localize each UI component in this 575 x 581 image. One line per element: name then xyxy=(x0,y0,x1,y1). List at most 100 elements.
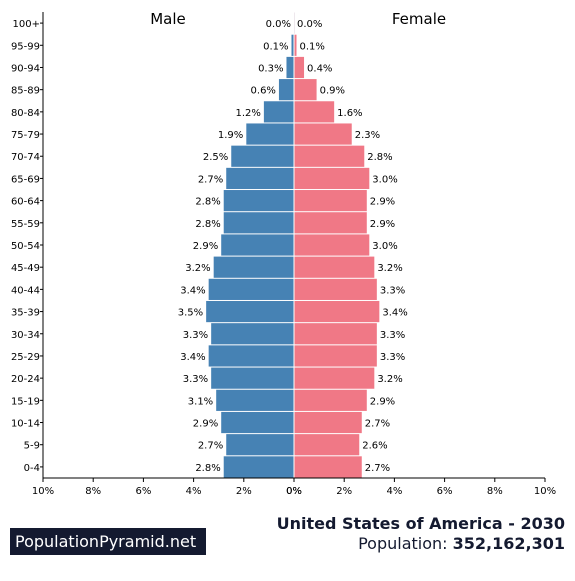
age-group-label: 60-64 xyxy=(11,197,40,208)
x-tick-label: 2% xyxy=(336,486,352,497)
age-group-label: 85-89 xyxy=(11,86,40,97)
female-bar-90-94 xyxy=(294,56,305,79)
male-value-label: 1.9% xyxy=(218,130,243,141)
female-value-label: 0.1% xyxy=(300,41,325,52)
female-value-label: 3.0% xyxy=(372,241,397,252)
female-value-label: 2.6% xyxy=(362,441,387,452)
age-group-label: 75-79 xyxy=(11,130,40,141)
female-bar-40-44 xyxy=(294,278,377,300)
male-value-label: 3.2% xyxy=(185,263,210,274)
male-value-label: 1.2% xyxy=(235,108,260,119)
male-bar-65-69 xyxy=(226,167,294,190)
male-bar-40-44 xyxy=(208,278,294,300)
chart-caption: United States of America - 2030 Populati… xyxy=(277,514,565,554)
male-value-label: 2.9% xyxy=(193,419,218,430)
age-group-label: 35-39 xyxy=(11,308,40,319)
male-bar-50-54 xyxy=(221,234,294,256)
population-label: Population: xyxy=(358,534,453,553)
female-value-label: 0.0% xyxy=(297,19,322,30)
x-tick-label: 4% xyxy=(186,486,202,497)
male-bar-30-34 xyxy=(211,323,294,345)
male-value-label: 3.5% xyxy=(178,308,203,319)
x-tick-label: 0% xyxy=(286,486,302,497)
population-value: 352,162,301 xyxy=(452,534,565,553)
female-value-label: 2.9% xyxy=(370,219,395,230)
age-group-label: 50-54 xyxy=(11,241,40,252)
age-group-label: 100+ xyxy=(13,19,40,30)
female-value-label: 3.3% xyxy=(380,285,405,296)
age-group-label: 70-74 xyxy=(11,152,40,163)
age-group-label: 20-24 xyxy=(11,374,40,385)
age-group-label: 95-99 xyxy=(11,41,40,52)
age-group-label: 30-34 xyxy=(11,330,40,341)
male-value-label: 2.8% xyxy=(195,197,220,208)
female-value-label: 1.6% xyxy=(337,108,362,119)
female-bar-30-34 xyxy=(294,323,377,345)
male-bar-60-64 xyxy=(223,190,294,212)
female-value-label: 2.7% xyxy=(365,463,390,474)
female-value-label: 2.9% xyxy=(370,396,395,407)
female-value-label: 3.2% xyxy=(377,374,402,385)
female-value-label: 0.9% xyxy=(320,86,345,97)
x-tick-label: 0% xyxy=(286,486,302,497)
female-header-label: Female xyxy=(392,10,446,28)
female-value-label: 0.4% xyxy=(307,63,332,74)
female-bar-5-9 xyxy=(294,434,360,456)
x-tick-label: 10% xyxy=(534,486,556,497)
age-group-label: 65-69 xyxy=(11,174,40,185)
male-bar-15-19 xyxy=(216,389,294,411)
female-bar-80-84 xyxy=(294,101,335,123)
male-bar-90-94 xyxy=(286,56,294,79)
x-tick-label: 4% xyxy=(386,486,402,497)
male-value-label: 2.8% xyxy=(195,463,220,474)
population-total: Population: 352,162,301 xyxy=(277,534,565,554)
x-tick-label: 8% xyxy=(85,486,101,497)
male-bar-55-59 xyxy=(223,212,294,234)
male-bar-25-29 xyxy=(208,345,294,367)
female-value-label: 3.4% xyxy=(382,308,407,319)
male-bar-10-14 xyxy=(221,411,294,434)
x-tick-label: 10% xyxy=(32,486,54,497)
male-value-label: 3.4% xyxy=(180,352,205,363)
female-bar-95-99 xyxy=(294,34,297,56)
male-value-label: 3.3% xyxy=(183,374,208,385)
age-group-label: 45-49 xyxy=(11,263,40,274)
female-bar-75-79 xyxy=(294,123,352,145)
male-value-label: 2.9% xyxy=(193,241,218,252)
female-value-label: 3.3% xyxy=(380,352,405,363)
male-bar-35-39 xyxy=(206,300,294,323)
male-bar-5-9 xyxy=(226,434,294,456)
female-bar-25-29 xyxy=(294,345,377,367)
country-year-title: United States of America - 2030 xyxy=(276,514,565,533)
female-bar-70-74 xyxy=(294,145,365,167)
male-value-label: 0.6% xyxy=(251,86,276,97)
age-group-label: 90-94 xyxy=(11,63,40,74)
female-bar-45-49 xyxy=(294,256,375,278)
male-value-label: 2.5% xyxy=(203,152,228,163)
male-header-label: Male xyxy=(150,10,186,28)
x-tick-label: 2% xyxy=(236,486,252,497)
male-value-label: 0.0% xyxy=(266,19,291,30)
male-value-label: 3.3% xyxy=(183,330,208,341)
population-pyramid-chart: Male Female 2.8% 2.7% 0-4 2.7% 2.6% 5-9 2.9% 2.7%… xyxy=(11,10,556,497)
female-value-label: 2.8% xyxy=(367,152,392,163)
female-value-label: 2.7% xyxy=(365,419,390,430)
female-bar-0-4 xyxy=(294,456,362,478)
female-bar-50-54 xyxy=(294,234,370,256)
female-bar-35-39 xyxy=(294,300,380,323)
age-group-label: 80-84 xyxy=(11,108,40,119)
female-value-label: 3.0% xyxy=(372,174,397,185)
male-value-label: 0.3% xyxy=(258,63,283,74)
female-value-label: 3.2% xyxy=(377,263,402,274)
male-value-label: 3.1% xyxy=(188,396,213,407)
female-bar-65-69 xyxy=(294,167,370,190)
male-bar-45-49 xyxy=(213,256,294,278)
male-bar-75-79 xyxy=(246,123,294,145)
age-group-label: 40-44 xyxy=(11,285,40,296)
x-tick-label: 6% xyxy=(437,486,453,497)
male-value-label: 3.4% xyxy=(180,285,205,296)
male-bar-80-84 xyxy=(263,101,294,123)
female-value-label: 2.3% xyxy=(355,130,380,141)
male-value-label: 2.8% xyxy=(195,219,220,230)
brand-logo[interactable]: PopulationPyramid.net xyxy=(10,528,206,555)
